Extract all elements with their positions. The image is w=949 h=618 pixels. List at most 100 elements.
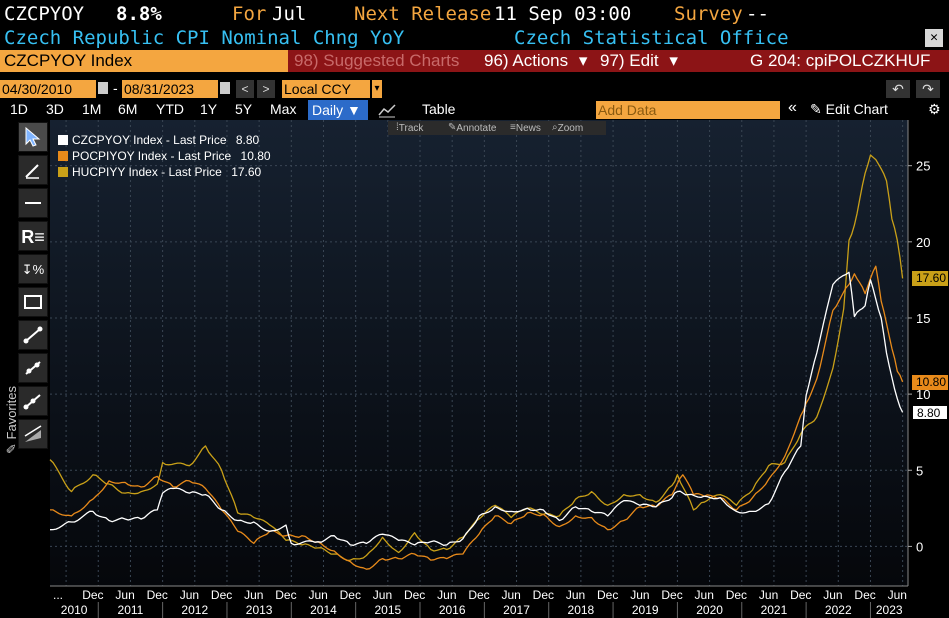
y-tick-label: 5 — [916, 463, 923, 478]
collapse-icon[interactable]: « — [788, 99, 797, 116]
line-chart-icon[interactable] — [378, 102, 396, 118]
start-date-input[interactable]: 04/30/2010 — [0, 80, 96, 98]
period-max[interactable]: Max — [270, 101, 297, 117]
shaded-area-tool-icon[interactable] — [18, 419, 48, 449]
news-button[interactable]: ≡ News — [510, 122, 541, 134]
x-month-label: Dec — [790, 588, 811, 602]
currency-dropdown-icon[interactable]: ▾ — [372, 80, 382, 98]
end-date-input[interactable]: 08/31/2023 — [122, 80, 218, 98]
horizontal-line-tool-icon[interactable] — [18, 188, 48, 218]
settings-gear-icon[interactable]: ⚙ — [928, 101, 941, 117]
channel-tool-icon[interactable] — [18, 353, 48, 383]
legend-label: CZCPYOY Index - Last Price — [72, 133, 227, 147]
start-calendar-icon[interactable] — [98, 82, 108, 94]
x-month-label: Jun — [308, 588, 327, 602]
x-month-label: Jun — [501, 588, 520, 602]
x-month-label: Jun — [437, 588, 456, 602]
edit-chart-label: Edit Chart — [825, 101, 888, 117]
legend-label: POCPIYOY Index - Last Price — [72, 149, 232, 163]
legend-item-pocpiyoy[interactable]: POCPIYOY Index - Last Price 10.80 — [58, 148, 271, 164]
table-button[interactable]: Table — [422, 101, 456, 117]
close-icon[interactable]: ✕ — [925, 29, 943, 47]
y-axis: 0 5 10 15 20 25 — [908, 159, 930, 554]
x-year-label: 2020 — [696, 603, 723, 617]
next-period-button[interactable]: > — [257, 80, 275, 98]
drawing-toolbar: R≡ ↧% ✎ Favorites — [0, 122, 50, 602]
previous-period-button[interactable]: < — [236, 80, 254, 98]
pointer-tool-icon[interactable] — [18, 122, 48, 152]
currency-select[interactable]: Local CCY — [282, 80, 370, 98]
period-row: 1D 3D 1M 6M YTD 1Y 5Y Max Daily ▼ Table … — [0, 99, 949, 120]
period-1d[interactable]: 1D — [10, 101, 28, 117]
legend-item-czcpyoy[interactable]: CZCPYOY Index - Last Price 8.80 — [58, 132, 271, 148]
function-bar: CZCPYOY Index 98) Suggested Charts 96) A… — [0, 50, 949, 72]
period-ytd[interactable]: YTD — [156, 101, 184, 117]
last-value-tag-czcpyoy: 8.80 — [912, 405, 948, 421]
series-line-1 — [50, 265, 904, 570]
x-month-label: Jun — [115, 588, 134, 602]
period-3d[interactable]: 3D — [46, 101, 64, 117]
x-month-label: Dec — [211, 588, 232, 602]
x-month-label: Jun — [630, 588, 649, 602]
period-5y[interactable]: 5Y — [235, 101, 253, 117]
x-month-label: Jun — [823, 588, 842, 602]
legend-swatch — [58, 151, 68, 161]
x-month-label: Dec — [340, 588, 361, 602]
rectangle-tool-icon[interactable] — [18, 287, 48, 317]
x-month-label: Jun — [566, 588, 585, 602]
y-tick-label: 20 — [916, 235, 930, 250]
x-month-label: Jun — [180, 588, 199, 602]
zoom-button[interactable]: ⌕ Zoom — [552, 122, 584, 134]
header-row: CZCPYOY 8.8% For Jul Next Release 11 Sep… — [0, 0, 949, 26]
fibonacci-tool-icon[interactable] — [18, 386, 48, 416]
edit-chart-button[interactable]: ✎ Edit Chart — [810, 101, 888, 118]
annotate-label: Annotate — [456, 123, 497, 134]
x-axis: ... Dec Jun Dec Jun Dec Jun Dec Jun Dec Jun Dec Jun D… — [53, 588, 907, 618]
x-year-label: 2013 — [246, 603, 273, 617]
actions-dropdown-icon: ▾ — [578, 51, 588, 70]
undo-icon[interactable]: ↶ — [886, 80, 910, 98]
security-input[interactable]: CZCPYOY Index — [0, 50, 288, 72]
x-year-label: 2012 — [181, 603, 208, 617]
redo-icon[interactable]: ↷ — [916, 80, 940, 98]
pen-tool-icon[interactable] — [18, 155, 48, 185]
x-month-label: Jun — [759, 588, 778, 602]
trendline-tool-icon[interactable] — [18, 320, 48, 350]
y-tick-label: 15 — [916, 311, 930, 326]
x-year-label: 2022 — [825, 603, 852, 617]
legend-value: 17.60 — [231, 165, 262, 179]
description-row: Czech Republic CPI Nominal Chng YoY Czec… — [0, 26, 949, 50]
x-year-label: 2014 — [310, 603, 337, 617]
x-month-label: ... — [53, 588, 63, 602]
period-1m[interactable]: 1M — [82, 101, 102, 117]
x-year-label: 2021 — [761, 603, 788, 617]
x-year-label: 2016 — [439, 603, 466, 617]
end-calendar-icon[interactable] — [220, 82, 230, 94]
series-line-2 — [49, 154, 904, 562]
next-release-label: Next Release — [354, 3, 492, 25]
regression-tool-icon[interactable]: R≡ — [18, 221, 48, 251]
actions-menu[interactable]: 96) Actions ▾ — [484, 50, 587, 72]
legend-item-hucpiyy[interactable]: HUCPIYY Index - Last Price 17.60 — [58, 164, 271, 180]
period-1y[interactable]: 1Y — [200, 101, 218, 117]
suggested-charts-button[interactable]: 98) Suggested Charts — [294, 51, 460, 70]
add-data-input[interactable]: Add Data — [596, 101, 780, 119]
x-month-label: Jun — [373, 588, 392, 602]
favorites-tab[interactable]: ✎ Favorites — [4, 386, 20, 454]
ticker-label: CZCPYOY — [4, 3, 85, 25]
last-value: 8.8% — [116, 3, 162, 25]
annotate-button[interactable]: ✎ Annotate — [448, 122, 497, 134]
edit-dropdown-icon: ▾ — [669, 51, 678, 70]
legend-swatch — [58, 135, 68, 145]
x-year-label: 2018 — [568, 603, 595, 617]
edit-menu[interactable]: 97) Edit ▾ — [600, 50, 678, 72]
x-month-label: Dec — [275, 588, 296, 602]
frequency-select[interactable]: Daily ▼ — [308, 100, 368, 120]
track-button[interactable]: ⁞ Track — [396, 122, 424, 134]
percent-tool-icon[interactable]: ↧% — [18, 254, 48, 284]
period-prefix: For — [232, 3, 267, 25]
x-month-label: Dec — [661, 588, 682, 602]
period-6m[interactable]: 6M — [118, 101, 138, 117]
x-month-label: Dec — [726, 588, 747, 602]
